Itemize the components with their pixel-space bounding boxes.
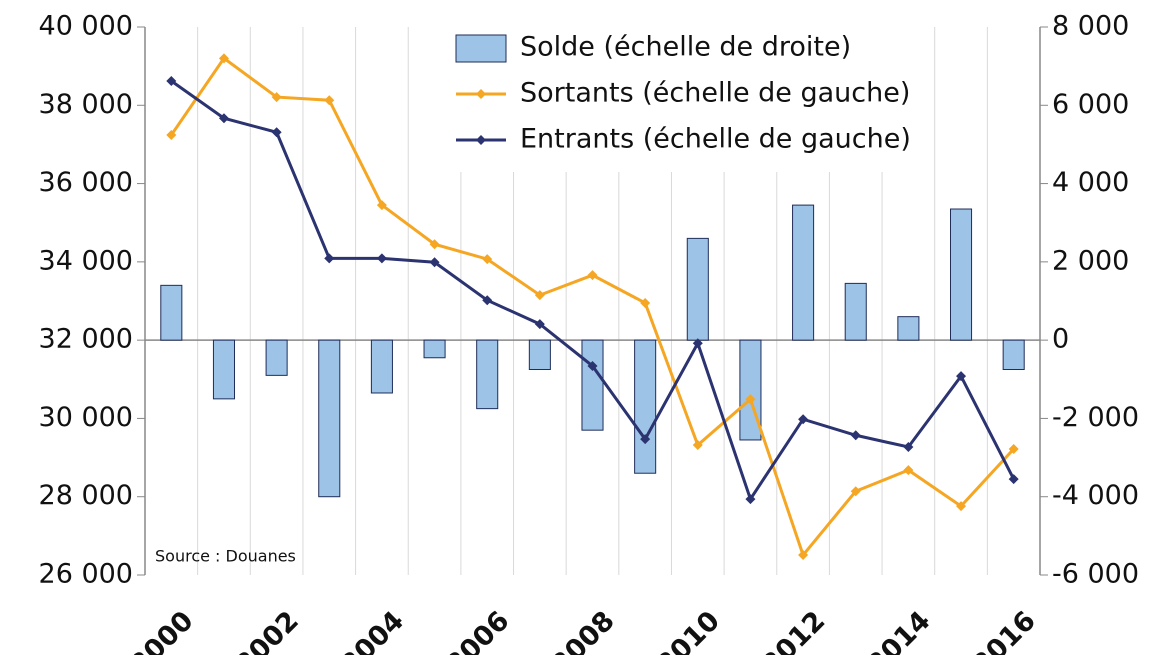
- bar: [476, 339, 499, 410]
- legend-marker: [476, 135, 486, 145]
- legend-label: Entrants (échelle de gauche): [520, 124, 911, 155]
- marker: [429, 257, 440, 268]
- legend-marker: [476, 89, 486, 99]
- bar: [686, 237, 709, 341]
- marker: [218, 53, 229, 64]
- marker: [218, 113, 229, 124]
- bar: [370, 339, 393, 394]
- marker: [692, 440, 703, 451]
- source-note: Source : Douanes: [155, 547, 296, 566]
- y-tick-label: 26 000: [39, 559, 133, 590]
- y-tick-label: 40 000: [39, 11, 133, 42]
- y2-tick-label: -6 000: [1052, 559, 1139, 590]
- legend-swatch: [455, 34, 507, 63]
- marker: [640, 434, 651, 445]
- x-tick-label: 2008: [546, 605, 621, 655]
- marker: [534, 290, 545, 301]
- x-tick-label: 2014: [862, 605, 937, 655]
- marker: [640, 297, 651, 308]
- marker: [798, 550, 809, 561]
- y-tick-label: 28 000: [39, 480, 133, 511]
- bar: [265, 339, 288, 376]
- bar: [528, 339, 551, 370]
- bar: [634, 339, 657, 474]
- marker: [903, 442, 914, 453]
- legend-box: [440, 22, 910, 172]
- marker: [1008, 474, 1019, 485]
- marker: [271, 92, 282, 103]
- marker: [376, 200, 387, 211]
- marker: [745, 494, 756, 505]
- y2-tick-label: 8 000: [1052, 11, 1129, 42]
- bar: [897, 316, 920, 341]
- x-tick-label: 2002: [230, 605, 305, 655]
- bar: [581, 339, 604, 431]
- y2-tick-label: -4 000: [1052, 480, 1139, 511]
- marker: [166, 130, 177, 141]
- bar: [950, 208, 973, 341]
- y-tick-label: 30 000: [39, 402, 133, 433]
- y2-tick-label: 0: [1052, 324, 1069, 355]
- marker: [850, 486, 861, 497]
- legend-label: Solde (échelle de droite): [520, 32, 851, 63]
- marker: [956, 501, 967, 512]
- bar: [792, 204, 815, 341]
- y-tick-label: 36 000: [39, 167, 133, 198]
- marker: [324, 253, 335, 264]
- marker: [324, 95, 335, 106]
- marker: [534, 319, 545, 330]
- x-tick-label: 2004: [335, 605, 410, 655]
- y-tick-label: 34 000: [39, 245, 133, 276]
- y2-tick-label: -2 000: [1052, 402, 1139, 433]
- marker: [1008, 443, 1019, 454]
- bar: [423, 339, 446, 359]
- marker: [692, 338, 703, 349]
- bar: [844, 282, 867, 341]
- marker: [587, 360, 598, 371]
- y-tick-label: 32 000: [39, 324, 133, 355]
- x-tick-label: 2000: [125, 605, 200, 655]
- x-tick-label: 2006: [440, 605, 515, 655]
- y2-tick-label: 6 000: [1052, 89, 1129, 120]
- x-tick-label: 2012: [756, 605, 831, 655]
- marker: [482, 254, 493, 265]
- marker: [271, 127, 282, 138]
- marker: [587, 270, 598, 281]
- bar: [318, 339, 341, 498]
- bar: [212, 339, 235, 400]
- marker: [429, 239, 440, 250]
- marker: [376, 253, 387, 264]
- x-tick-label: 2016: [967, 605, 1042, 655]
- legend-label: Sortants (échelle de gauche): [520, 78, 910, 109]
- y2-tick-label: 4 000: [1052, 167, 1129, 198]
- bar: [1002, 339, 1025, 370]
- y-tick-label: 38 000: [39, 89, 133, 120]
- marker: [166, 76, 177, 87]
- marker: [903, 465, 914, 476]
- marker: [956, 371, 967, 382]
- x-tick-label: 2010: [651, 605, 726, 655]
- marker: [745, 394, 756, 405]
- y2-tick-label: 2 000: [1052, 245, 1129, 276]
- marker: [850, 430, 861, 441]
- marker: [798, 414, 809, 425]
- bar: [160, 284, 183, 341]
- marker: [482, 295, 493, 306]
